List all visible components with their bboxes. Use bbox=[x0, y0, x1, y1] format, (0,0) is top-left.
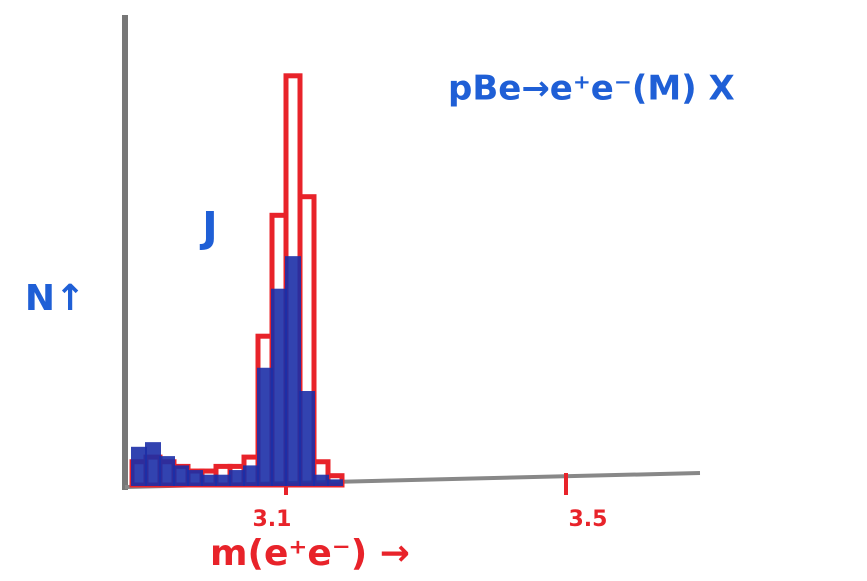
histogram-bar bbox=[299, 391, 315, 486]
histogram-bar bbox=[285, 256, 301, 486]
histogram-bar bbox=[257, 367, 273, 486]
histogram-bar bbox=[159, 456, 175, 487]
histogram-bar bbox=[229, 470, 245, 486]
annotation: J bbox=[199, 203, 218, 252]
histogram-bar bbox=[313, 474, 329, 487]
histogram-bar bbox=[131, 446, 147, 486]
chart-title: pBe→e⁺e⁻(M) X bbox=[448, 69, 735, 109]
y-axis-label: N↑ bbox=[25, 278, 85, 319]
histogram-bar bbox=[173, 465, 189, 486]
histogram-bar bbox=[145, 442, 161, 486]
histogram-bar bbox=[215, 474, 231, 487]
histogram-bar bbox=[201, 474, 217, 487]
histogram-bar bbox=[271, 288, 287, 487]
histogram-bar bbox=[243, 465, 259, 486]
x-tick-label: 3.5 bbox=[569, 507, 608, 532]
x-tick-label: 3.1 bbox=[253, 507, 292, 532]
x-axis-label: m(e⁺e⁻) → bbox=[210, 533, 410, 574]
histogram-bar bbox=[327, 479, 343, 487]
histogram-bar bbox=[187, 470, 203, 486]
